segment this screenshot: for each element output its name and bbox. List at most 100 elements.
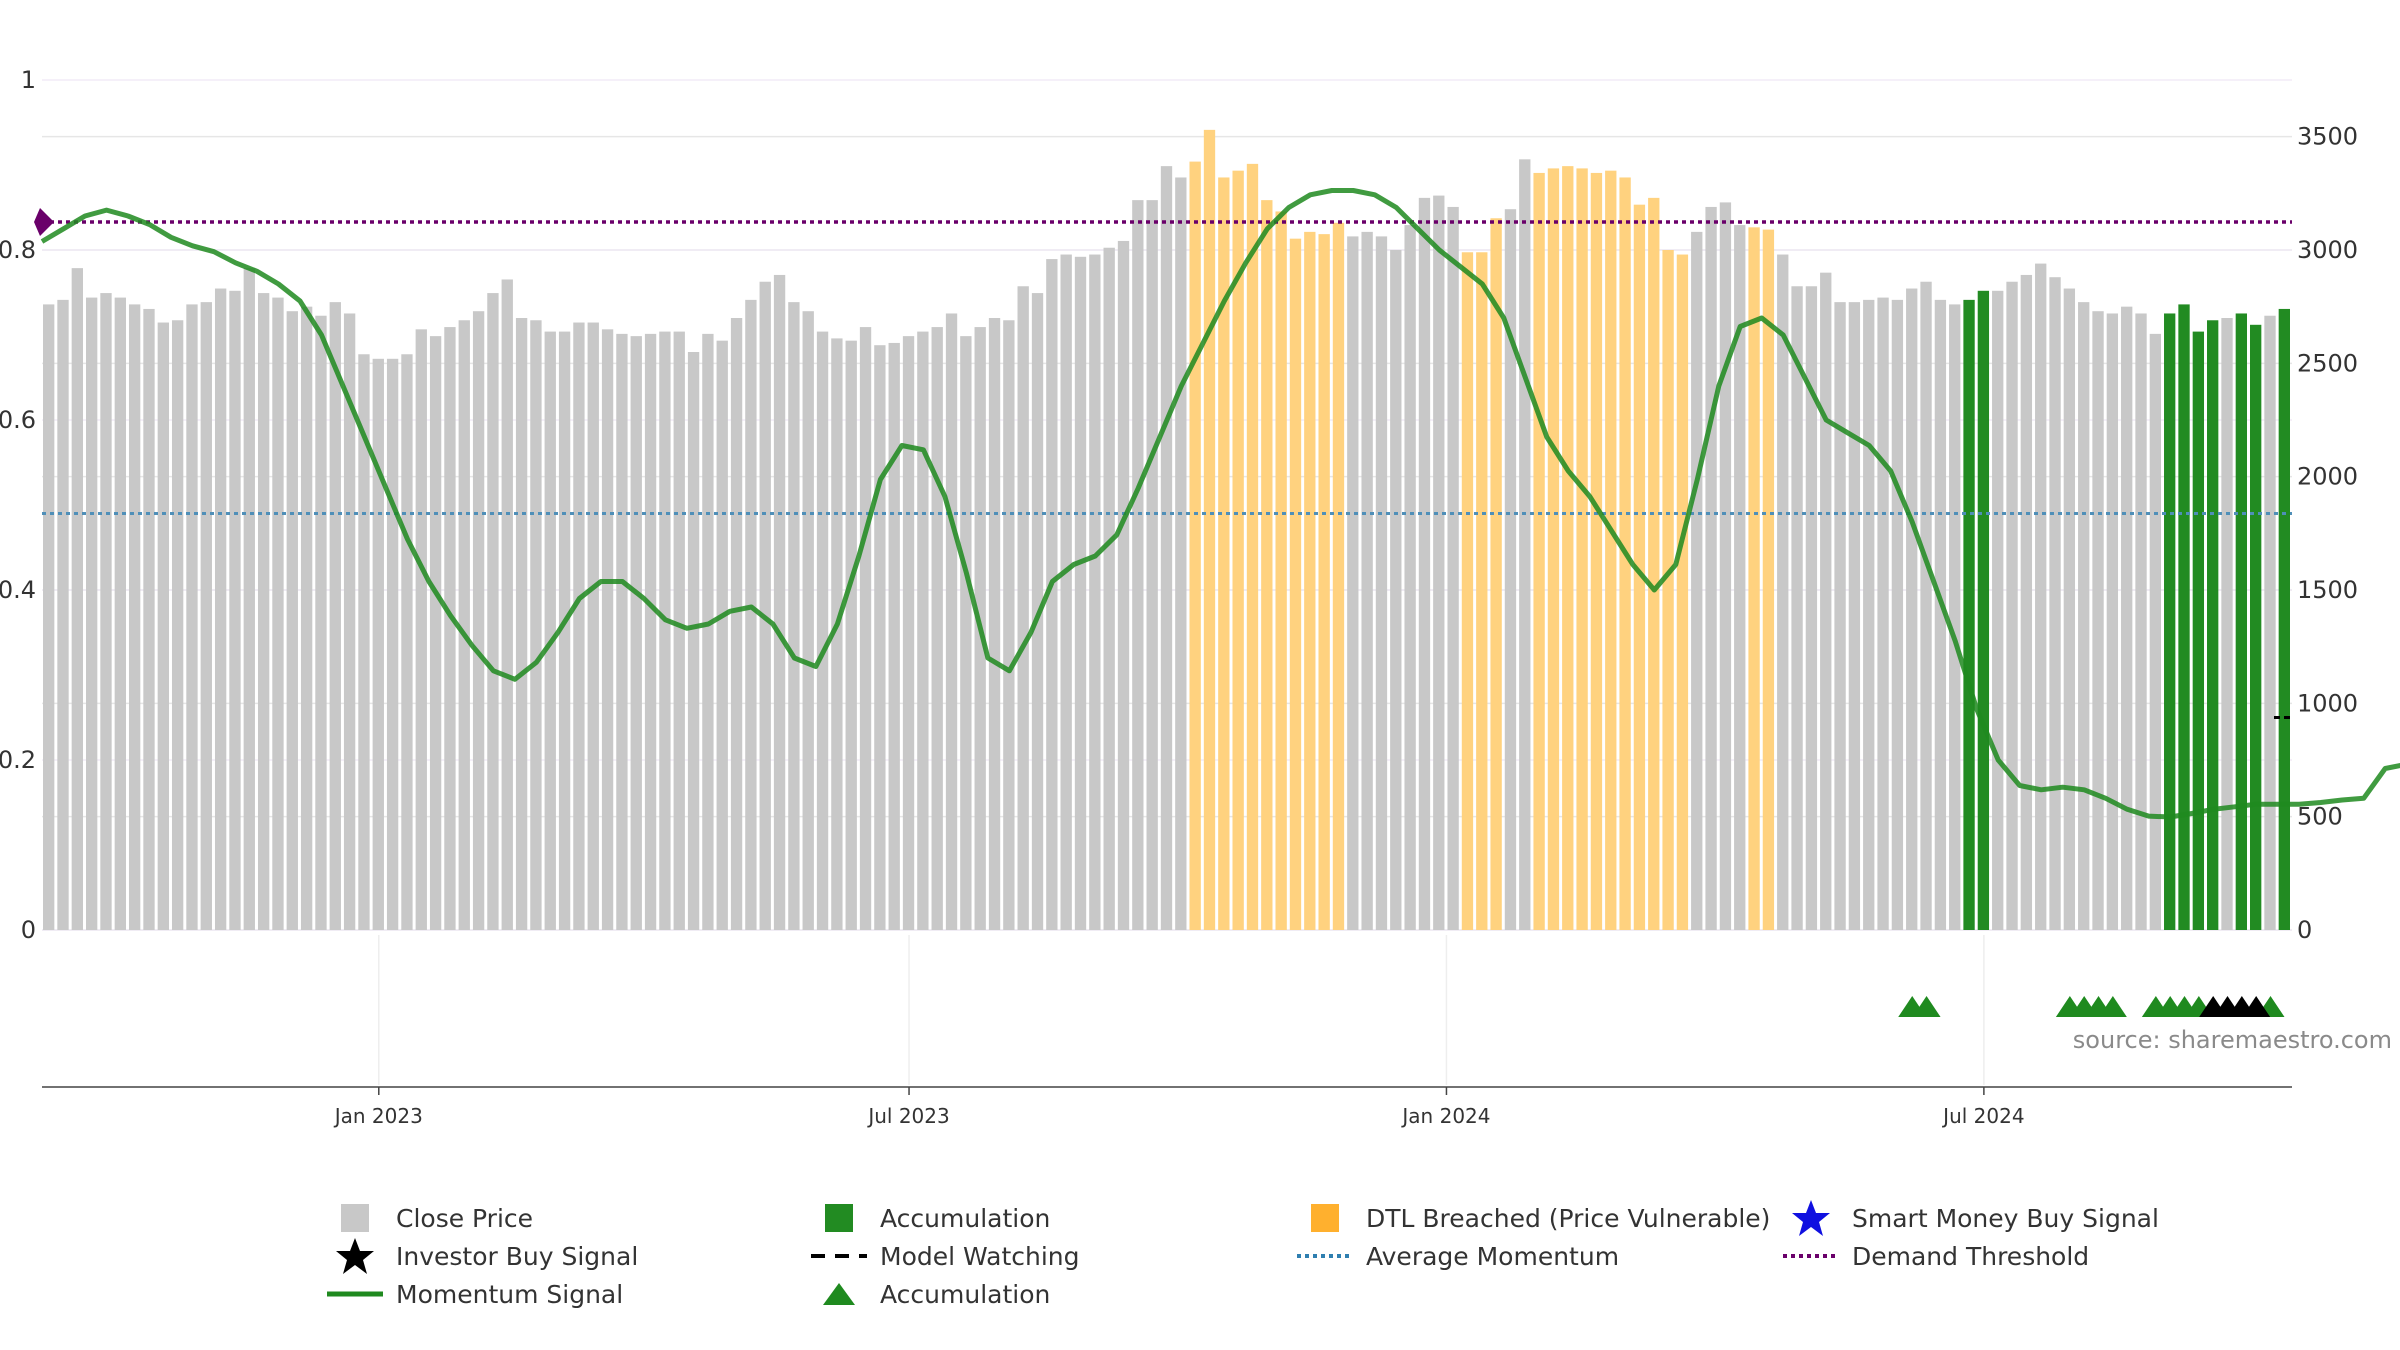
right-y-tick-label: 1500	[2297, 576, 2358, 604]
price-bar	[143, 308, 155, 930]
price-bar	[2092, 311, 2104, 930]
legend-item-investor-buy: Investor Buy Signal	[324, 1238, 638, 1274]
x-tick-label: Jan 2023	[333, 1104, 423, 1128]
price-bar	[1834, 302, 1846, 931]
price-bar	[1089, 254, 1101, 931]
signal-markers	[34, 207, 2285, 1017]
price-bar	[1218, 177, 1230, 930]
price-bar	[1977, 290, 1990, 930]
legend-label: Investor Buy Signal	[396, 1241, 639, 1271]
price-bar	[2278, 308, 2290, 930]
price-bar	[386, 358, 399, 930]
price-bar	[2207, 320, 2219, 930]
price-bar	[1103, 247, 1115, 930]
price-bar	[773, 274, 786, 930]
price-bar	[1017, 286, 1029, 930]
black-dash-icon	[808, 1238, 870, 1274]
price-bar	[1318, 234, 1330, 931]
price-bar	[960, 336, 972, 931]
price-bar	[114, 297, 126, 931]
accumulation-marker	[1912, 996, 1941, 1017]
price-bar	[1404, 225, 1416, 931]
price-bar	[802, 311, 814, 930]
price-bar	[71, 268, 83, 931]
price-bar	[1232, 170, 1244, 930]
x-tick-label: Jul 2023	[866, 1104, 949, 1128]
price-bar	[1920, 281, 1932, 930]
price-bar	[1992, 290, 2004, 930]
price-bar	[2178, 304, 2190, 930]
price-bar	[401, 354, 413, 930]
legend-item-smart-money: Smart Money Buy Signal	[1780, 1200, 2159, 1236]
price-bar	[544, 331, 556, 931]
price-bar	[358, 354, 370, 930]
price-bar	[2035, 263, 2047, 931]
price-bar	[845, 340, 857, 931]
accumulation-marker	[2098, 996, 2127, 1017]
price-bar	[300, 306, 313, 931]
price-bar	[2106, 313, 2119, 930]
price-bar	[329, 302, 341, 931]
price-bar	[2235, 313, 2248, 930]
price-bar	[1605, 170, 1617, 930]
price-bar	[458, 320, 470, 930]
black-star-icon	[324, 1238, 386, 1274]
blue-star-icon	[1780, 1200, 1842, 1236]
price-bar	[573, 322, 585, 930]
price-bar	[257, 293, 270, 931]
right-y-tick-label: 2500	[2297, 349, 2358, 377]
price-bar	[874, 345, 886, 930]
price-bar	[1347, 236, 1359, 930]
price-bar	[1160, 166, 1173, 931]
price-bar	[1963, 299, 1975, 930]
price-bar	[1877, 297, 1889, 931]
x-tick-label: Jul 2024	[1941, 1104, 2024, 1128]
price-bar	[1433, 195, 1445, 931]
price-bar	[831, 338, 843, 930]
legend-label: DTL Breached (Price Vulnerable)	[1366, 1203, 1771, 1233]
price-bar	[1132, 200, 1144, 931]
price-bar	[1046, 259, 1058, 931]
price-bars	[43, 129, 2290, 931]
price-bar	[644, 333, 657, 930]
price-bar	[1189, 161, 1201, 931]
price-bar	[1533, 172, 1545, 930]
price-bar	[1447, 206, 1459, 930]
price-bar	[2164, 313, 2176, 930]
signal-lines	[40, 188, 2400, 820]
price-bar	[1805, 286, 1818, 930]
price-bar	[616, 333, 628, 930]
price-bar	[601, 329, 614, 930]
price-bar	[100, 293, 112, 931]
price-bar	[2135, 313, 2147, 930]
price-bar	[2049, 277, 2061, 930]
price-bar	[1146, 200, 1158, 931]
x-tick-label: Jan 2024	[1400, 1104, 1490, 1128]
price-bar	[243, 268, 255, 931]
legend-label: Average Momentum	[1366, 1241, 1620, 1271]
green-triangle-icon	[808, 1276, 870, 1312]
price-bar	[57, 299, 69, 930]
price-bar	[1734, 225, 1746, 931]
legend-label: Demand Threshold	[1852, 1241, 2090, 1271]
price-bar	[1547, 168, 1560, 930]
price-bar	[1820, 272, 1832, 931]
price-bar	[487, 293, 499, 931]
price-bar	[128, 304, 141, 930]
price-bar	[1719, 202, 1732, 930]
price-bar	[2006, 281, 2018, 930]
price-bar	[2063, 288, 2076, 930]
legend-item-close-price: Close Price	[324, 1200, 533, 1236]
momentum-signal-line	[40, 188, 2400, 820]
legend-label: Accumulation	[880, 1279, 1051, 1309]
gray-square-icon	[324, 1200, 386, 1236]
price-bar	[530, 320, 542, 930]
price-bar	[1261, 200, 1273, 931]
price-bar	[1848, 302, 1861, 931]
left-y-tick-label: 0.4	[0, 576, 36, 604]
right-y-tick-label: 0	[2297, 916, 2312, 944]
price-bar	[1662, 250, 1674, 930]
price-bar	[1175, 177, 1187, 930]
investor-buy-marker	[2242, 996, 2271, 1017]
price-bar	[1777, 254, 1789, 931]
